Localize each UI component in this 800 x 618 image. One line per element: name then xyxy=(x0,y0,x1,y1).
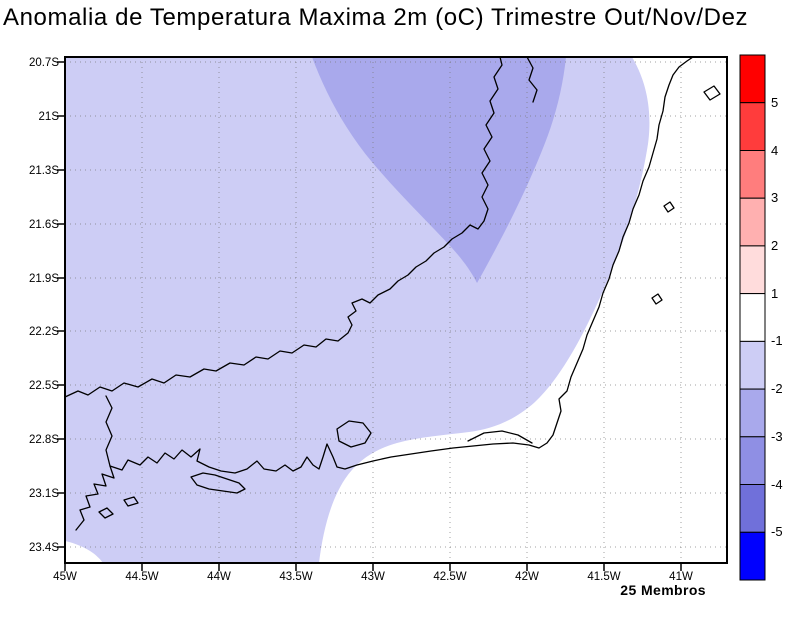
grid-horizontal-lines xyxy=(65,61,727,548)
state-border-es-path xyxy=(526,57,538,103)
y-tick-label: 22.5S xyxy=(29,380,59,392)
x-tick-label: 44W xyxy=(207,571,231,583)
east-coast-islands-path xyxy=(651,85,721,305)
plot-border xyxy=(64,56,728,564)
y-tick-label: 22.2S xyxy=(29,326,59,338)
colorbar-segment xyxy=(739,245,766,295)
araruama-lagoon-path xyxy=(467,430,533,444)
x-tick-label: 43W xyxy=(361,571,385,583)
colorbar-segment xyxy=(739,197,766,247)
bay-lagoon-path xyxy=(336,420,372,448)
southwest-islands-path xyxy=(98,496,139,519)
colorbar-segment xyxy=(739,293,766,342)
x-axis-ticks xyxy=(64,563,682,571)
near-normal-coastal-region xyxy=(319,57,727,563)
colorbar-label: -5 xyxy=(771,524,783,539)
x-tick-label: 41.5W xyxy=(587,571,620,583)
colorbar-segment xyxy=(739,531,766,581)
colorbar-segment xyxy=(739,150,766,199)
x-tick-label: 42.5W xyxy=(433,571,466,583)
state-border-path xyxy=(65,57,503,398)
x-tick-label: 44.5W xyxy=(125,571,158,583)
x-tick-label: 43.5W xyxy=(279,571,312,583)
y-axis-ticks xyxy=(57,61,65,548)
colorbar-label: 3 xyxy=(771,190,778,205)
colorbar-label: -4 xyxy=(771,477,783,492)
y-tick-label: 22.8S xyxy=(29,434,59,446)
y-tick-label: 23.4S xyxy=(29,542,59,554)
colorbar-segment xyxy=(739,484,766,533)
state-border-sp-path xyxy=(105,395,113,467)
ilha-grande-island-path xyxy=(190,472,246,494)
members-label: 25 Membros xyxy=(620,582,706,598)
anomaly-lobe-region xyxy=(312,57,566,283)
x-tick-label: 41W xyxy=(669,571,693,583)
colorbar-label: 2 xyxy=(771,238,778,253)
colorbar-label: -3 xyxy=(771,429,783,444)
colorbar-segment xyxy=(739,54,766,104)
colorbar-segment xyxy=(739,388,766,438)
y-tick-label: 23.1S xyxy=(29,488,59,500)
y-tick-label: 21.6S xyxy=(29,219,59,231)
coastline-path xyxy=(75,57,694,531)
colorbar-label: 5 xyxy=(771,95,778,110)
colorbar: 5 4 3 2 1 -1 -2 -3 -4 -5 xyxy=(739,54,783,581)
colorbar-segment xyxy=(739,340,766,390)
colorbar-label: 1 xyxy=(771,286,778,301)
page-title: Anomalia de Temperatura Maxima 2m (oC) T… xyxy=(3,4,749,31)
colorbar-segment xyxy=(739,102,766,151)
y-tick-label: 20.7S xyxy=(29,57,59,69)
colorbar-segment xyxy=(739,436,766,485)
x-tick-label: 42W xyxy=(515,571,539,583)
near-normal-sw-corner-region xyxy=(65,541,103,563)
y-tick-label: 21.3S xyxy=(29,165,59,177)
colorbar-label: -2 xyxy=(771,381,783,396)
y-tick-label: 21S xyxy=(39,111,60,123)
y-tick-label: 21.9S xyxy=(29,273,59,285)
colorbar-label: 4 xyxy=(771,143,778,158)
x-tick-label: 45W xyxy=(53,571,77,583)
colorbar-label: -1 xyxy=(771,333,783,348)
